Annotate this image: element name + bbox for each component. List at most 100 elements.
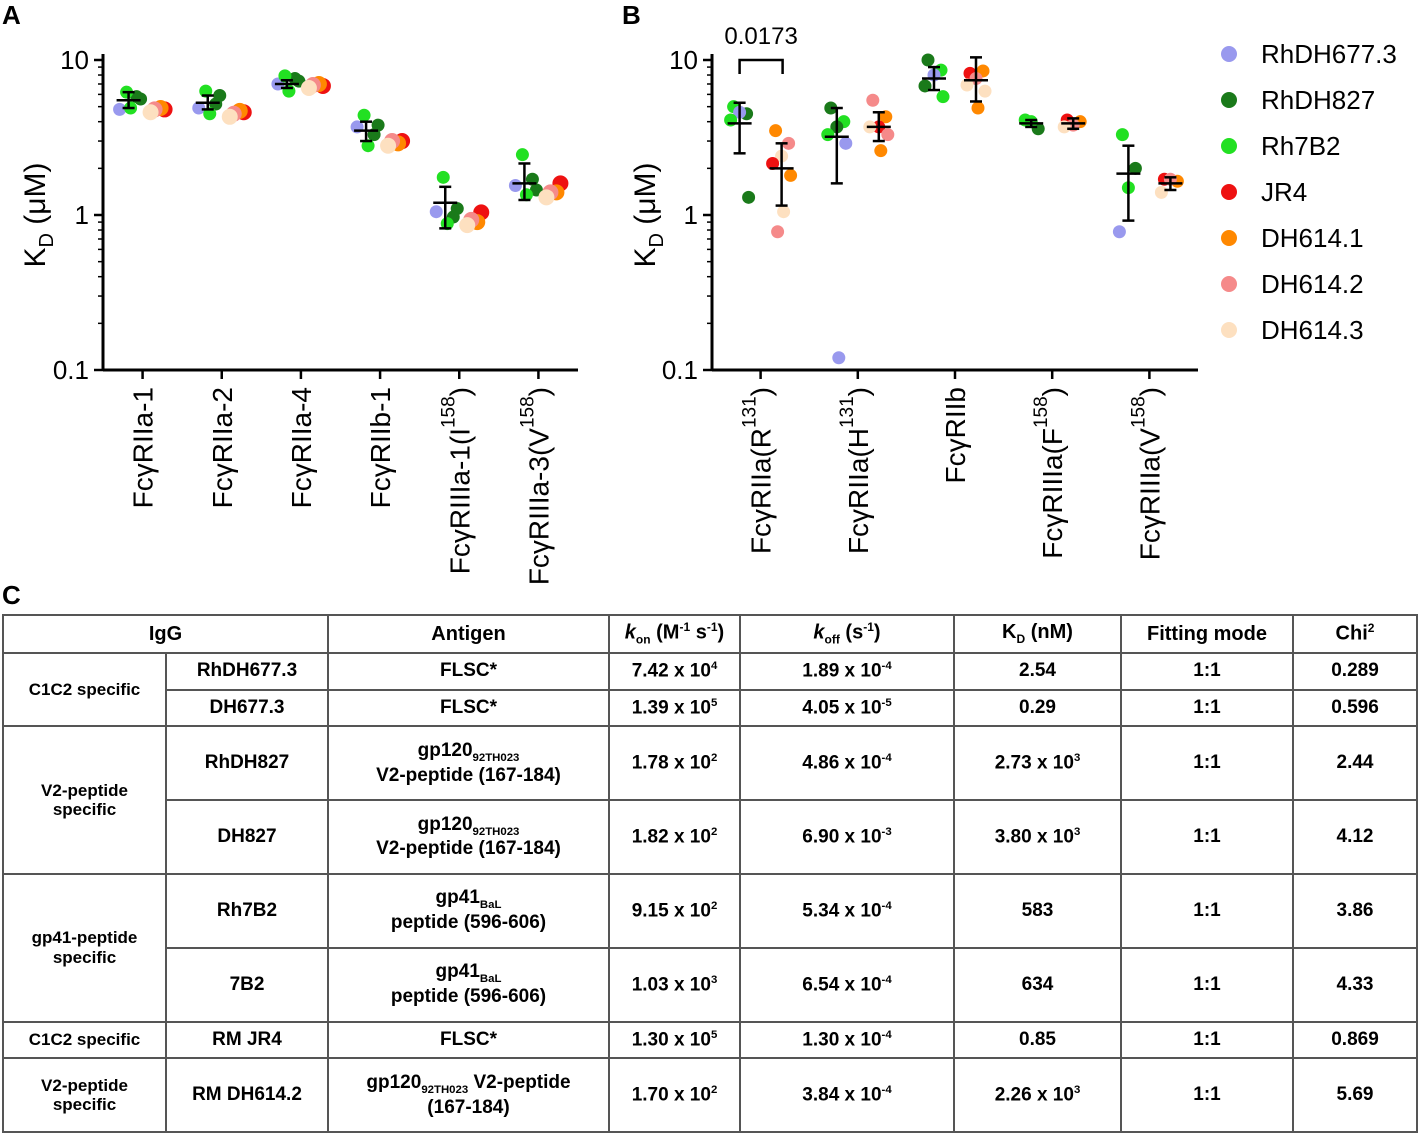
koff-cell: 1.89 x 10-4: [739, 652, 955, 691]
category-label-part: Fc: [745, 523, 776, 554]
category-label-part: ): [444, 387, 475, 396]
data-point: [971, 101, 985, 115]
antigen-cell: gp12092TH023 V2-peptide (167-184): [327, 1057, 610, 1133]
data-point: [459, 217, 476, 234]
data-point: [538, 189, 555, 206]
table-row: DH827 gp12092TH023 V2-peptide (167-184) 1…: [3, 799, 1418, 875]
x-category-label: FcγRIIa(H131): [836, 387, 873, 554]
legend-label: DH614.1: [1261, 223, 1364, 253]
chi-cell: 2.44: [1292, 725, 1418, 802]
chi-cell: 4.12: [1292, 799, 1418, 875]
group-cell: C1C2 specific: [2, 1020, 167, 1060]
data-point: [1112, 225, 1126, 239]
category-label-part: ): [1037, 387, 1068, 396]
significance-bracket: [738, 58, 784, 74]
y-label-main: K: [19, 248, 52, 268]
data-point: [221, 108, 238, 125]
data-point: [742, 190, 756, 204]
category-label-part: 131: [739, 396, 760, 428]
x-category-label: FcγRIIIa(V158): [1128, 387, 1165, 560]
data-point: [213, 89, 227, 103]
data-point: [777, 205, 791, 219]
antigen-cell: gp41BaL peptide (596-606): [327, 946, 610, 1023]
category-label-part: RIIIa(V: [1134, 428, 1165, 515]
category-label-part: γ: [285, 463, 316, 477]
category-label-part: γ: [523, 540, 554, 554]
table-row: C1C2 specific RM JR4 FLSC* 1.30 x 105 1.…: [2, 1020, 1418, 1060]
group-cell: V2-peptide specific: [2, 725, 167, 875]
y-tick-label: 10: [669, 45, 698, 75]
header-koff: koff (s-1): [739, 614, 955, 654]
category-label-part: γ: [444, 529, 475, 543]
legend-marker: [1221, 92, 1237, 108]
panel-label-a: A: [2, 0, 21, 30]
category-label-part: ): [842, 387, 873, 396]
legend-marker: [1221, 138, 1237, 154]
data-point: [766, 156, 780, 170]
antigen-cell: gp41BaL peptide (596-606): [327, 872, 610, 949]
kd-cell: 3.80 x 103: [953, 799, 1122, 875]
data-point: [921, 53, 935, 67]
table-row: C1C2 specific RhDH677.3 FLSC* 7.42 x 104…: [2, 651, 1418, 728]
kon-cell: 7.42 x 104: [608, 652, 741, 691]
y-label-sub: D: [36, 233, 58, 247]
legend-label: DH614.3: [1261, 315, 1364, 345]
data-point: [515, 148, 529, 162]
fit-cell: 1:1: [1120, 872, 1294, 949]
category-label-part: Fc: [1037, 528, 1068, 559]
data-point: [371, 118, 385, 132]
data-point: [380, 137, 397, 154]
category-label-part: Fc: [842, 523, 873, 554]
header-kd: KD (nM): [953, 614, 1122, 654]
x-category-label: FcγRIIb: [940, 387, 971, 483]
category-label-part: 158: [1031, 396, 1052, 428]
koff-cell: 1.30 x 10-4: [739, 1020, 955, 1060]
group-cell: C1C2 specific: [2, 651, 167, 728]
data-point: [866, 93, 880, 107]
category-label-part: RIIb-1: [365, 387, 396, 463]
koff-cell: 6.54 x 10-4: [739, 946, 955, 1023]
category-label-part: Fc: [206, 477, 237, 508]
data-point: [429, 205, 443, 219]
category-label-part: Fc: [940, 452, 971, 483]
category-label-part: RIIa(H: [842, 428, 873, 509]
legend-label: JR4: [1261, 177, 1307, 207]
category-label-part: Fc: [285, 477, 316, 508]
data-point: [960, 78, 974, 92]
x-category-label: FcγRIIIa-1(I158): [438, 387, 475, 574]
y-tick-label: 10: [60, 45, 89, 75]
panel-label-c: C: [2, 580, 21, 610]
data-point: [1154, 185, 1168, 199]
data-point: [357, 108, 371, 122]
kd-cell: 2.73 x 103: [953, 725, 1122, 802]
category-label-part: 158: [1128, 396, 1149, 428]
data-point: [113, 102, 127, 116]
y-label-main: K: [629, 248, 662, 268]
data-point: [936, 90, 950, 104]
legend-marker: [1221, 276, 1237, 292]
category-label-part: γ: [745, 509, 776, 523]
chi-cell: 0.869: [1292, 1020, 1418, 1060]
category-label-part: RIIa-4: [285, 387, 316, 463]
x-category-label: FcγRIIIa-3(V158): [517, 387, 554, 585]
data-point: [142, 104, 159, 121]
x-category-label: FcγRIIa(R131): [739, 387, 776, 554]
chi-cell: 5.69: [1292, 1057, 1418, 1133]
data-point: [771, 225, 785, 239]
y-axis-label: KD (μM): [19, 162, 58, 267]
x-category-label: FcγRIIa-1: [127, 387, 158, 508]
koff-cell: 3.84 x 10-4: [739, 1057, 955, 1133]
igg-cell: DH677.3: [165, 688, 329, 728]
panel-label-b: B: [622, 0, 641, 30]
igg-cell: DH827: [165, 799, 329, 875]
fit-cell: 1:1: [1120, 1020, 1294, 1060]
legend-marker: [1221, 230, 1237, 246]
category-label-part: γ: [940, 438, 971, 452]
x-category-label: FcγRIIb-1: [365, 387, 396, 508]
kon-cell: 1.70 x 102: [608, 1057, 741, 1133]
category-label-part: γ: [1134, 515, 1165, 529]
fit-cell: 1:1: [1120, 799, 1294, 875]
antigen-cell: FLSC*: [327, 652, 610, 691]
category-label-part: Fc: [127, 477, 158, 508]
chi-cell: 3.86: [1292, 872, 1418, 949]
